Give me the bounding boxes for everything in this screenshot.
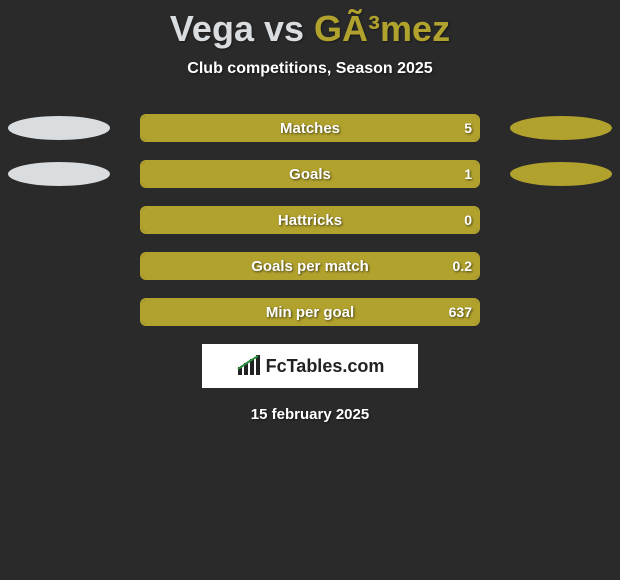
bar-value-right: 1 [464, 160, 472, 188]
stat-bar: Hattricks0 [140, 206, 480, 234]
logo-content: FcTables.com [236, 355, 385, 377]
bar-chart-icon [236, 355, 262, 377]
stat-row: Hattricks0 [0, 206, 620, 234]
title-right-name: GÃ³mez [314, 8, 450, 49]
stat-bar: Goals1 [140, 160, 480, 188]
left-ellipse [8, 162, 110, 186]
left-ellipse [8, 116, 110, 140]
subtitle: Club competitions, Season 2025 [0, 60, 620, 78]
bar-fill-right [142, 208, 478, 232]
right-ellipse [510, 162, 612, 186]
bar-value-right: 0.2 [453, 252, 472, 280]
bar-value-right: 0 [464, 206, 472, 234]
stat-row: Goals1 [0, 160, 620, 188]
logo-text: FcTables.com [266, 356, 385, 377]
bar-value-right: 637 [449, 298, 472, 326]
stat-row: Goals per match0.2 [0, 252, 620, 280]
page-title: Vega vs GÃ³mez [0, 0, 620, 50]
stat-bar: Goals per match0.2 [140, 252, 480, 280]
footer-date: 15 february 2025 [0, 406, 620, 423]
bar-fill-right [142, 254, 478, 278]
right-ellipse [510, 116, 612, 140]
bar-fill-right [142, 300, 478, 324]
logo-box: FcTables.com [202, 344, 418, 388]
stat-row: Matches5 [0, 114, 620, 142]
bar-value-right: 5 [464, 114, 472, 142]
stat-rows: Matches5 Goals1 Hattricks0 Goals per match0… [0, 114, 620, 326]
bar-fill-right [142, 162, 478, 186]
title-left-name: Vega [170, 8, 254, 49]
stat-bar: Matches5 [140, 114, 480, 142]
title-vs: vs [264, 8, 304, 49]
bar-fill-right [142, 116, 478, 140]
stat-bar: Min per goal637 [140, 298, 480, 326]
stat-row: Min per goal637 [0, 298, 620, 326]
